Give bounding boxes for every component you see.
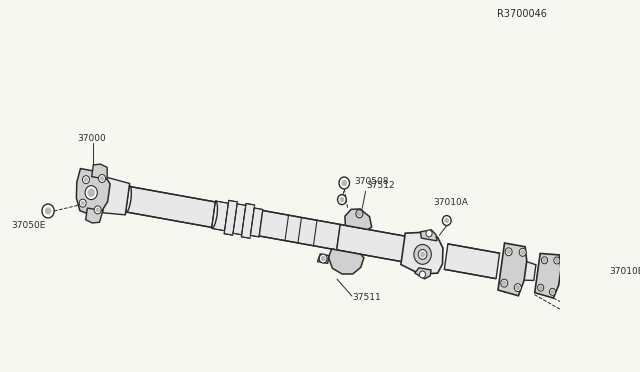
Circle shape bbox=[515, 283, 521, 292]
Polygon shape bbox=[92, 164, 108, 179]
Circle shape bbox=[414, 244, 431, 264]
Circle shape bbox=[358, 212, 361, 216]
Polygon shape bbox=[233, 204, 246, 235]
Polygon shape bbox=[345, 209, 372, 230]
Polygon shape bbox=[102, 177, 130, 215]
Circle shape bbox=[94, 206, 101, 214]
Circle shape bbox=[538, 284, 544, 291]
Circle shape bbox=[543, 259, 546, 262]
Circle shape bbox=[541, 257, 548, 264]
Circle shape bbox=[502, 281, 506, 285]
Circle shape bbox=[45, 208, 51, 214]
Polygon shape bbox=[317, 254, 329, 263]
Polygon shape bbox=[498, 243, 527, 296]
Text: 37000: 37000 bbox=[77, 134, 106, 143]
Circle shape bbox=[554, 257, 560, 264]
Circle shape bbox=[521, 250, 524, 254]
Polygon shape bbox=[259, 211, 340, 250]
Polygon shape bbox=[250, 208, 263, 237]
Circle shape bbox=[445, 219, 449, 222]
Circle shape bbox=[507, 250, 510, 254]
Circle shape bbox=[549, 288, 556, 295]
Polygon shape bbox=[241, 203, 255, 238]
Circle shape bbox=[356, 210, 363, 218]
Polygon shape bbox=[337, 224, 413, 263]
Circle shape bbox=[421, 252, 424, 256]
Polygon shape bbox=[401, 232, 443, 274]
Circle shape bbox=[598, 274, 603, 279]
Circle shape bbox=[500, 279, 508, 287]
Polygon shape bbox=[415, 268, 431, 279]
Polygon shape bbox=[534, 253, 561, 298]
Circle shape bbox=[81, 201, 84, 205]
Circle shape bbox=[96, 208, 99, 212]
Text: 37511: 37511 bbox=[353, 292, 381, 302]
Circle shape bbox=[419, 249, 427, 259]
Circle shape bbox=[595, 270, 606, 282]
Circle shape bbox=[319, 254, 327, 263]
Circle shape bbox=[339, 177, 349, 189]
Text: 37010A: 37010A bbox=[434, 198, 468, 207]
Polygon shape bbox=[444, 244, 500, 279]
Text: 37050E: 37050E bbox=[12, 221, 46, 230]
Circle shape bbox=[340, 198, 344, 202]
Text: 37512: 37512 bbox=[367, 181, 395, 190]
Polygon shape bbox=[86, 208, 103, 223]
Polygon shape bbox=[212, 201, 228, 231]
Polygon shape bbox=[328, 249, 364, 274]
Circle shape bbox=[100, 177, 104, 180]
Circle shape bbox=[42, 204, 54, 218]
Circle shape bbox=[83, 176, 90, 184]
Text: 37010B: 37010B bbox=[609, 267, 640, 276]
Circle shape bbox=[539, 286, 542, 289]
Circle shape bbox=[342, 180, 346, 186]
Circle shape bbox=[85, 186, 97, 200]
Circle shape bbox=[321, 257, 325, 260]
Circle shape bbox=[551, 290, 554, 294]
Circle shape bbox=[88, 189, 95, 197]
Circle shape bbox=[556, 259, 559, 262]
Circle shape bbox=[84, 178, 88, 182]
Polygon shape bbox=[125, 186, 215, 227]
Text: 370508: 370508 bbox=[355, 177, 389, 186]
Circle shape bbox=[337, 195, 346, 205]
Circle shape bbox=[99, 174, 106, 183]
Polygon shape bbox=[520, 260, 536, 280]
Polygon shape bbox=[76, 169, 110, 215]
Polygon shape bbox=[420, 230, 437, 241]
Circle shape bbox=[426, 230, 432, 237]
Circle shape bbox=[519, 248, 526, 256]
Circle shape bbox=[79, 199, 86, 207]
Text: R3700046: R3700046 bbox=[497, 9, 547, 19]
Circle shape bbox=[516, 286, 520, 289]
Circle shape bbox=[505, 248, 512, 256]
Polygon shape bbox=[224, 201, 237, 235]
Circle shape bbox=[442, 216, 451, 225]
Circle shape bbox=[419, 271, 426, 278]
